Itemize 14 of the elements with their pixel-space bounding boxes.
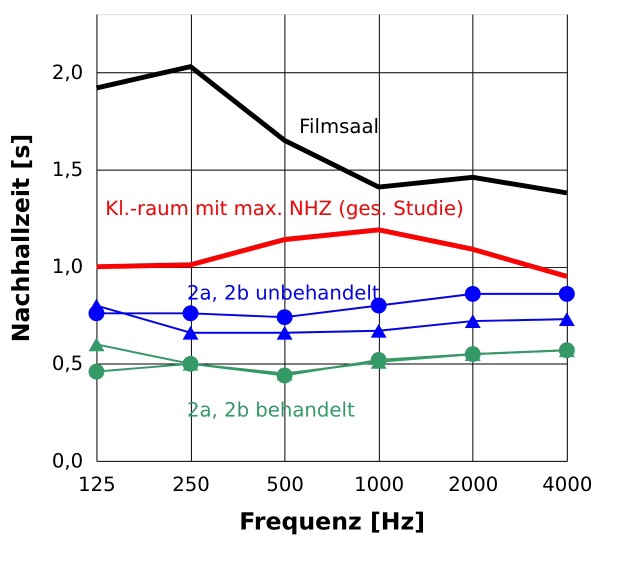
y-tick-label: 0,0 (52, 449, 84, 472)
y-tick-label: 1,5 (52, 158, 84, 181)
x-tick-label: 125 (78, 472, 116, 496)
y-tick-label: 0,5 (52, 352, 84, 376)
x-tick-label: 4000 (542, 472, 592, 496)
annotation: Filmsaal (299, 115, 379, 138)
x-tick-label: 1000 (354, 472, 404, 496)
x-tick-label: 250 (172, 472, 210, 496)
y-axis-title: Nachhallzeit [s] (7, 134, 36, 342)
y-tick-label: 1,0 (52, 255, 84, 278)
y-tick-label: 2,0 (52, 60, 84, 84)
x-axis-title: Frequenz [Hz] (239, 507, 426, 536)
x-tick-label: 500 (266, 472, 304, 496)
x-tick-label: 2000 (448, 472, 498, 496)
